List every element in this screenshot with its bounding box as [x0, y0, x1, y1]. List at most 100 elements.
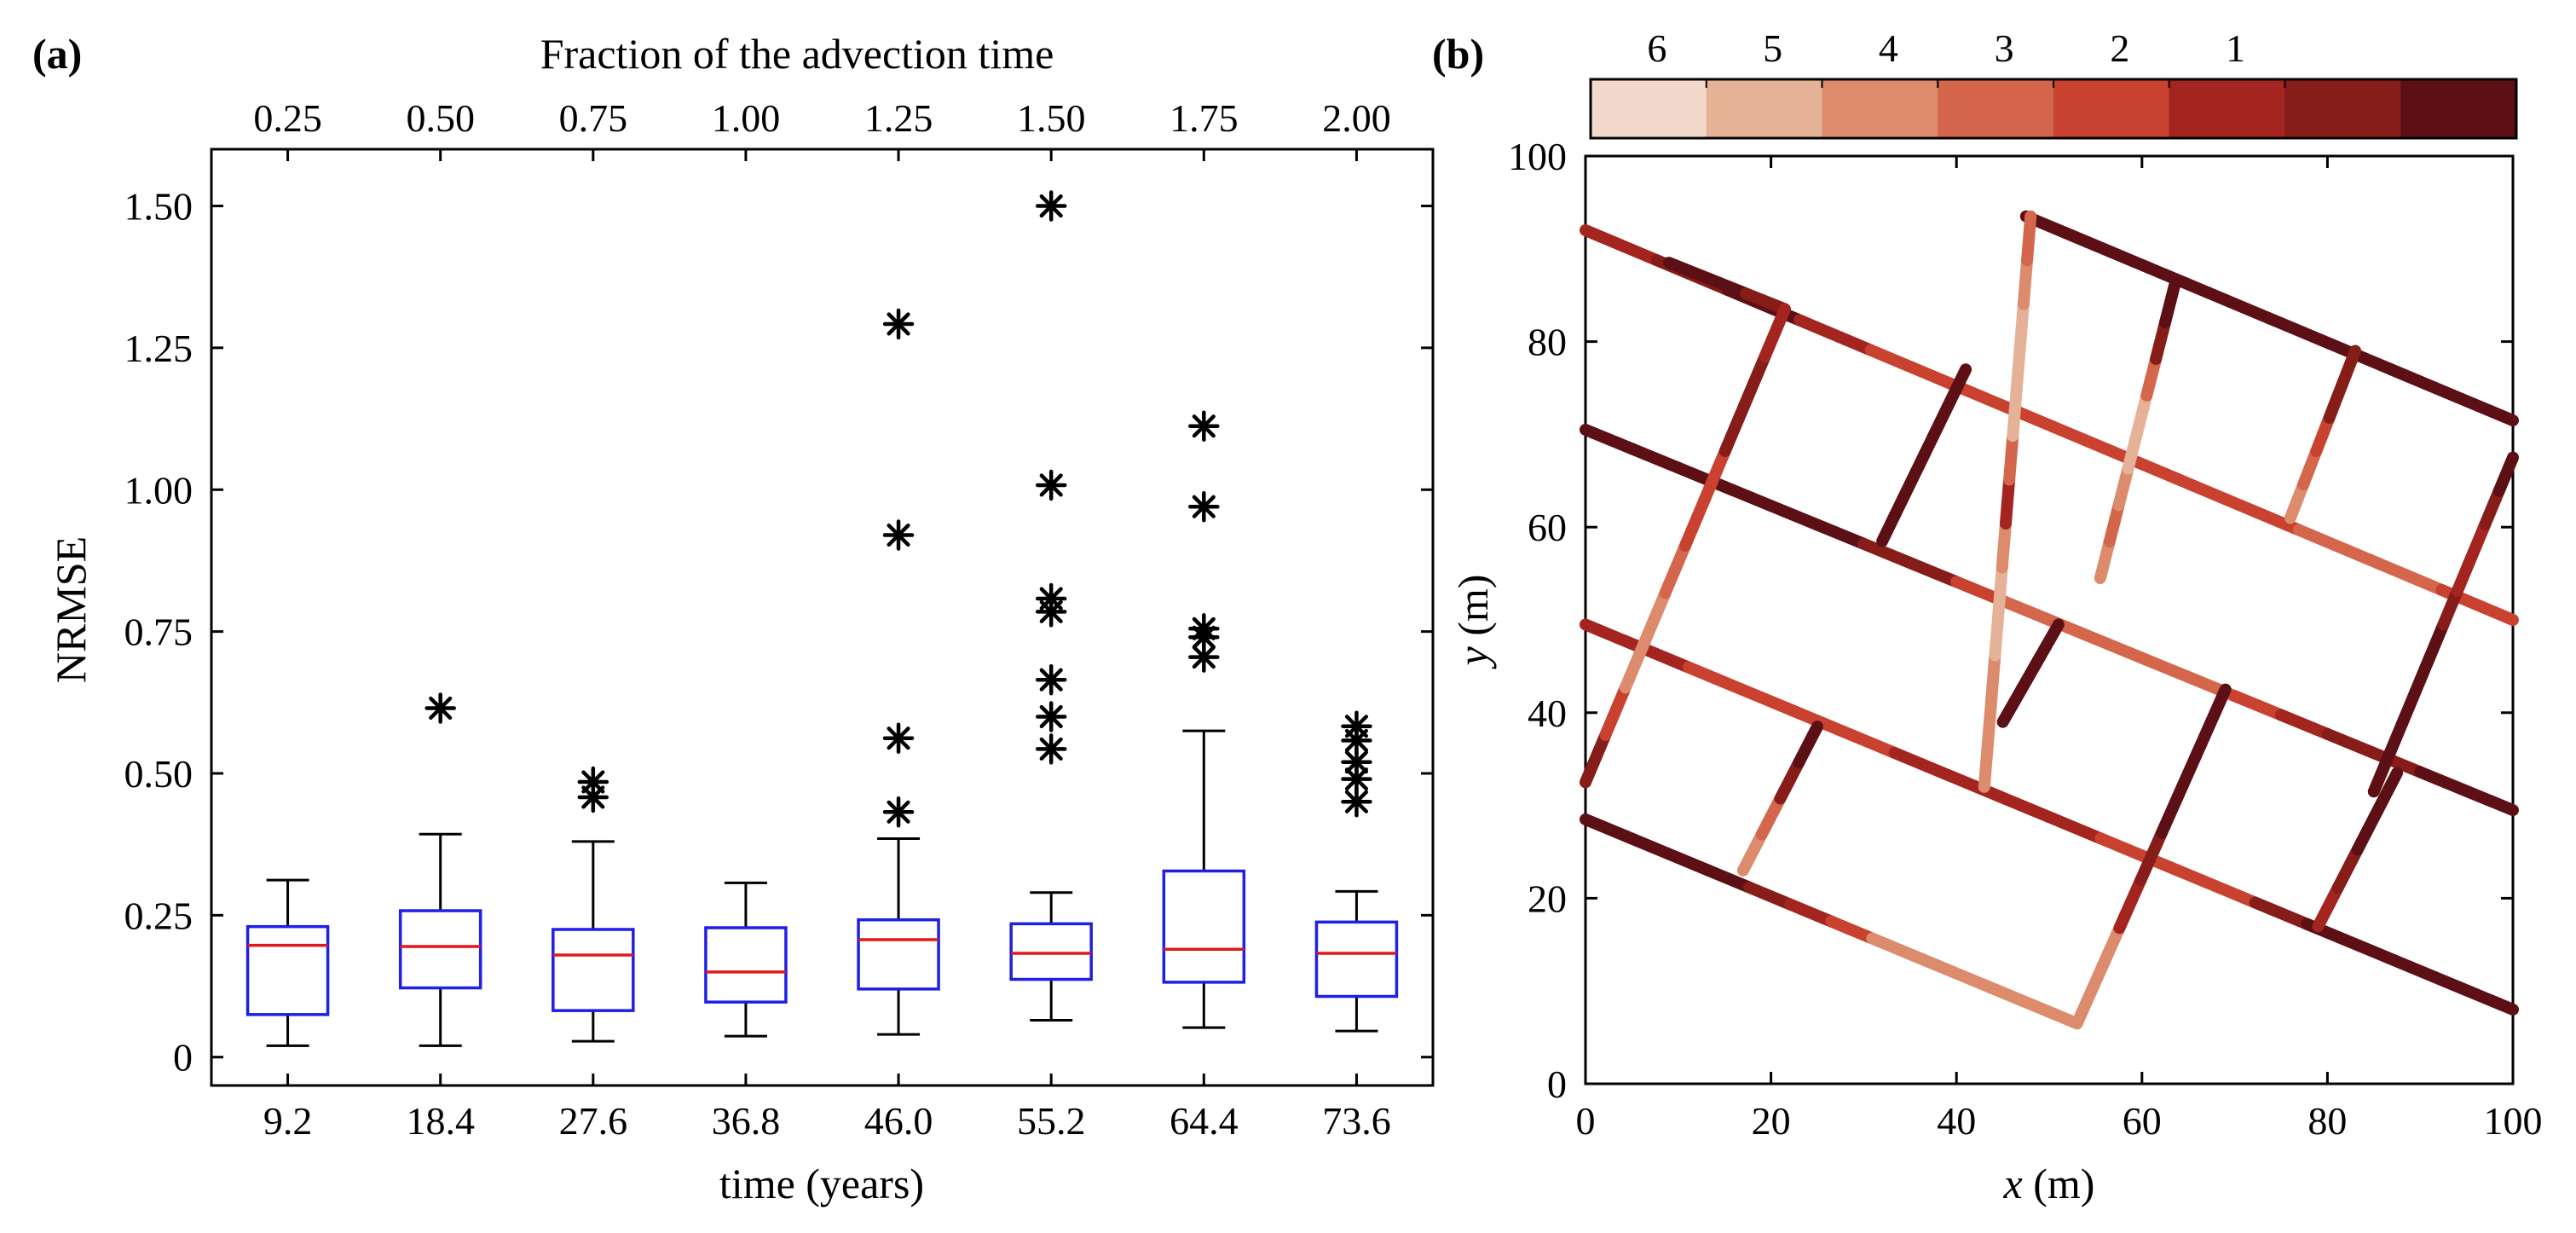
fracture-piece — [2310, 411, 2336, 457]
fracture-piece — [1948, 966, 2001, 996]
fracture-piece — [2013, 298, 2030, 355]
y-tick-label: 1.00 — [124, 468, 193, 512]
outlier-marker — [1188, 613, 1220, 645]
outlier-marker — [1188, 490, 1220, 523]
fracture-piece — [2094, 832, 2158, 866]
plot-frame-a — [210, 148, 1435, 1087]
fracture-segment — [1978, 210, 2037, 793]
fracture-piece — [1580, 728, 1612, 789]
fracture-piece — [2263, 312, 2336, 350]
fracture-piece — [2092, 922, 2126, 982]
fracture-piece — [1811, 518, 1870, 550]
fracture-piece — [1659, 539, 1691, 599]
fracture-piece — [2017, 254, 2034, 310]
fracture-piece — [2198, 683, 2232, 744]
fracture-piece — [1740, 287, 1791, 315]
fracture-piece — [2404, 960, 2468, 994]
fracture-piece — [2015, 651, 2047, 696]
fracture-piece — [1876, 492, 1909, 547]
fracture-piece — [1793, 314, 1877, 356]
fracture-piece — [1699, 444, 1731, 505]
fracture-piece — [1940, 768, 2004, 802]
panel-a-label: (a) — [32, 30, 82, 78]
outlier-marker — [1035, 582, 1067, 615]
fracture-piece — [2081, 235, 2154, 274]
fracture-piece — [1702, 864, 1756, 894]
fracture-piece — [2007, 385, 2023, 443]
fracture-piece — [1978, 737, 1995, 793]
fracture-piece — [2336, 344, 2362, 391]
fracture-piece — [2460, 784, 2519, 817]
fracture-piece — [2312, 882, 2344, 933]
fracture-piece — [2321, 727, 2380, 760]
box-iqr — [552, 928, 635, 1012]
fracture-piece — [1682, 661, 1747, 695]
box-iqr — [1162, 869, 1246, 984]
fracture-piece — [2395, 685, 2422, 731]
fracture-piece — [1626, 443, 1684, 474]
fracture-segment — [2284, 344, 2362, 524]
y-tick-label-b: 100 — [1508, 135, 1567, 178]
fracture-piece — [2297, 444, 2323, 491]
top-axis-title: Fraction of the advection time — [540, 30, 1054, 78]
outlier-marker — [1341, 710, 1372, 743]
box-18.4 — [398, 692, 482, 1047]
fracture-piece — [2275, 709, 2334, 740]
fracture-piece — [1743, 881, 1797, 911]
colorbar-tick-label: 3 — [1995, 26, 2014, 70]
fracture-piece — [2465, 518, 2492, 564]
colorbar-tick-label: 6 — [1647, 26, 1666, 70]
fracture-piece — [1825, 915, 1879, 945]
x-tick-label: 18.4 — [406, 1099, 475, 1143]
fracture-piece — [2103, 499, 2125, 548]
fracture-segment — [1996, 618, 2065, 728]
x-tick-label-b: 20 — [1752, 1099, 1791, 1143]
x-tick-label: 55.2 — [1017, 1099, 1086, 1143]
fracture-piece — [1888, 746, 1953, 781]
fracture-piece — [2021, 210, 2037, 267]
fracture-piece — [1739, 350, 1771, 410]
fracture-piece — [2140, 353, 2163, 402]
outlier-marker — [882, 519, 915, 551]
fracture-segment — [2019, 210, 2519, 427]
fracture-piece — [2371, 767, 2403, 818]
fracture-piece — [1619, 634, 1652, 694]
outlier-marker — [1035, 190, 1067, 222]
box-64.4 — [1162, 410, 1246, 1029]
fracture-piece — [1599, 681, 1632, 741]
fracture-piece — [2324, 338, 2398, 376]
box-series — [245, 190, 1399, 1047]
box-55.2 — [1009, 190, 1093, 1022]
box-36.8 — [704, 881, 788, 1038]
top-tick-label: 0.75 — [559, 96, 628, 140]
fracture-piece — [1759, 303, 1791, 363]
fracture-piece — [2131, 389, 2153, 438]
fracture-piece — [2382, 718, 2408, 765]
fracture-piece — [2078, 434, 2163, 477]
fracture-piece — [2203, 287, 2276, 325]
outlier-marker — [1035, 701, 1067, 732]
fracture-piece — [2043, 811, 2107, 845]
fracture-piece — [2007, 403, 2091, 447]
fracture-piece — [1907, 949, 1961, 979]
x-tick-label: 27.6 — [559, 1099, 628, 1143]
top-tick-label: 2.00 — [1322, 96, 1391, 140]
fracture-piece — [1989, 605, 2005, 662]
fracture-piece — [2176, 731, 2210, 791]
fracture-piece — [1580, 813, 1633, 842]
fracture-piece — [2414, 766, 2473, 797]
fracture-piece — [1992, 561, 2008, 617]
fracture-piece — [1989, 983, 2042, 1013]
fracture-piece — [2141, 261, 2215, 299]
fracture-piece — [2010, 342, 2026, 398]
fracture-piece — [2249, 896, 2313, 930]
fracture-piece — [2094, 535, 2116, 585]
x-tick-label-b: 0 — [1576, 1099, 1596, 1143]
outlier-marker — [882, 796, 915, 828]
fracture-piece — [2423, 618, 2450, 664]
fracture-piece — [2150, 316, 2171, 365]
fracture-piece — [2030, 1000, 2083, 1030]
fracture-piece — [2112, 462, 2134, 512]
top-tick-label: 0.50 — [406, 96, 475, 140]
